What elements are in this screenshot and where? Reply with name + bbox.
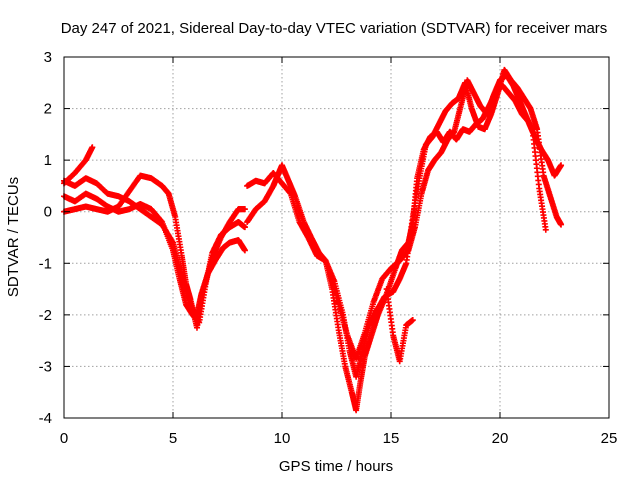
x-tick-label: 5 [169, 430, 177, 447]
chart-title: Day 247 of 2021, Sidereal Day-to-day VTE… [61, 20, 608, 37]
y-tick-label: 1 [44, 152, 52, 169]
data-point [241, 206, 248, 213]
series-track-7 [326, 72, 549, 362]
data-point [542, 226, 549, 233]
y-axis-label: SDTVAR / TECUs [5, 177, 22, 297]
data-point [241, 247, 248, 254]
x-tick-label: 0 [60, 430, 68, 447]
data-point [558, 221, 565, 228]
plot-frame [63, 56, 610, 419]
y-tick-label: -4 [39, 410, 52, 427]
axis-ticks: 0 5 10 15 20 25 -4 -3 -2 -1 0 1 2 3 [39, 49, 618, 447]
x-tick-label: 20 [492, 430, 509, 447]
y-tick-label: -2 [39, 307, 52, 324]
data-point [241, 224, 248, 231]
data-point [409, 317, 416, 324]
x-axis-label: GPS time / hours [279, 458, 393, 475]
y-tick-label: 0 [44, 204, 52, 221]
series-track-4 [61, 172, 248, 331]
series-track-5 [244, 82, 565, 414]
data-points [61, 66, 565, 414]
series-track-8 [383, 286, 416, 365]
y-tick-label: 3 [44, 49, 52, 66]
y-tick-label: -1 [39, 255, 52, 272]
x-tick-label: 15 [383, 430, 400, 447]
x-tick-label: 10 [274, 430, 291, 447]
data-point [89, 144, 96, 151]
y-tick-label: -3 [39, 358, 52, 375]
data-point [558, 162, 565, 169]
y-tick-label: 2 [44, 101, 52, 118]
x-tick-label: 25 [601, 430, 618, 447]
